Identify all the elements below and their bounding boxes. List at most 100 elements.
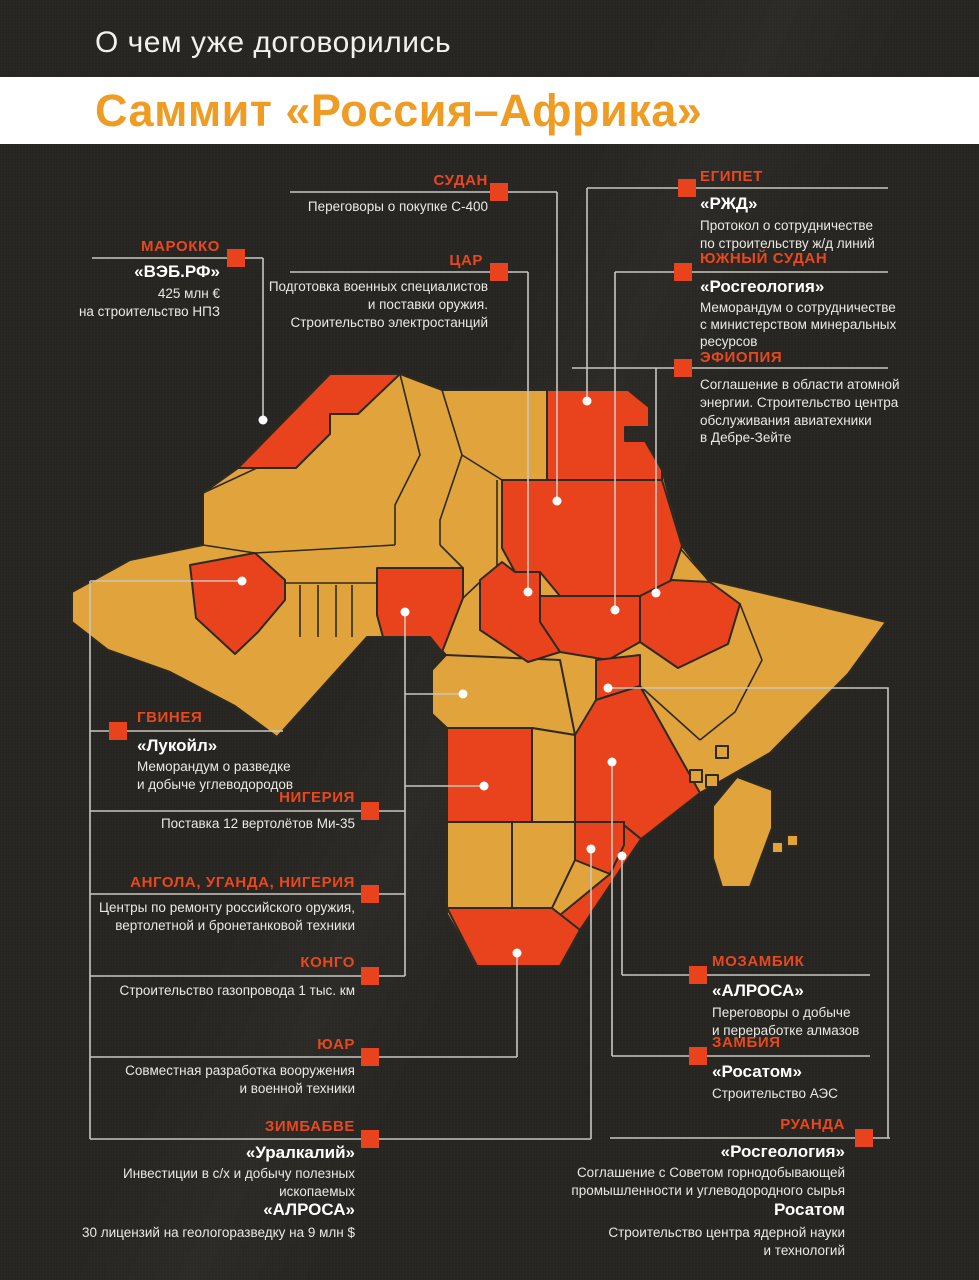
leader-egypt [586, 187, 888, 401]
dot-ethiopia [651, 588, 661, 598]
square-zimbabwe [361, 1130, 379, 1148]
dot-congo [458, 689, 468, 699]
dot-guinea [237, 576, 247, 586]
square-sudan [490, 183, 508, 201]
leader-congo [90, 693, 463, 977]
square-morocco [227, 249, 245, 267]
square-car [490, 263, 508, 281]
callout-egypt-body: Протокол о сотрудничестве по строительст… [700, 218, 875, 251]
callout-south-sudan-company: «Росгеология» [700, 277, 825, 296]
square-mozambique [689, 966, 707, 984]
map-country-south-africa [446, 907, 581, 967]
callout-angola-body: Центры по ремонту российского оружия, ве… [99, 900, 355, 933]
callout-rwanda-company1: «Росгеология» [720, 1142, 845, 1161]
callout-nigeria-country: НИГЕРИЯ [279, 789, 355, 806]
leader-south-africa [90, 953, 518, 1058]
callout-congo-body: Строительство газопровода 1 тыс. км [119, 983, 355, 998]
dot-sudan [552, 496, 562, 506]
callout-zambia-body: Строительство АЭС [712, 1086, 838, 1101]
callout-angola-country: АНГОЛА, УГАНДА, НИГЕРИЯ [130, 874, 355, 891]
callout-zambia-company: «Росатом» [712, 1062, 802, 1081]
dot-zambia [607, 757, 617, 767]
callout-south-africa-country: ЮАР [317, 1036, 355, 1053]
square-ethiopia [674, 359, 692, 377]
dot-nigeria [400, 607, 410, 617]
callout-zimbabwe-body2: 30 лицензий на геологоразведку на 9 млн … [81, 1225, 355, 1240]
callout-guinea-country: ГВИНЕЯ [137, 709, 203, 726]
callout-morocco-body: 425 млн € на строительство НПЗ [78, 286, 220, 319]
leader-zambia [611, 762, 870, 1057]
leader-mozambique [621, 856, 870, 976]
map-country-drc [431, 654, 576, 736]
dot-car [523, 587, 533, 597]
map-country-egypt [546, 389, 663, 481]
leader-car [290, 271, 529, 592]
callout-egypt-company: «РЖД» [700, 194, 758, 213]
map-island-4 [771, 841, 784, 854]
leader-rwanda [608, 687, 890, 1139]
square-south-sudan [674, 263, 692, 281]
map-country-morocco [237, 373, 401, 469]
callout-congo-country: КОНГО [300, 954, 355, 971]
dot-morocco [258, 415, 268, 425]
dot-rwanda [603, 683, 613, 693]
callout-zimbabwe-body1: Инвестиции в с/х и добычу полезных ископ… [122, 1166, 355, 1199]
dot-zimbabwe [586, 844, 596, 854]
dot-egypt [582, 396, 592, 406]
callout-mozambique-company: «АЛРОСА» [712, 981, 804, 1000]
callout-zambia-country: ЗАМБИЯ [712, 1034, 781, 1051]
map-country-ethiopia [639, 579, 741, 669]
square-south-africa [361, 1048, 379, 1066]
map-dots [237, 396, 661, 958]
callout-zimbabwe-country: ЗИМБАБВЕ [264, 1118, 355, 1135]
square-zambia [689, 1047, 707, 1065]
label-squares [109, 179, 873, 1148]
leader-angola [90, 785, 484, 895]
callout-rwanda-body1: Соглашение с Советом горнодобывающей про… [571, 1165, 845, 1198]
leader-lines [89, 187, 890, 1140]
map-island-3 [705, 774, 719, 788]
square-egypt [678, 179, 696, 197]
square-guinea [109, 722, 127, 740]
map-country-namibia [446, 821, 513, 909]
dot-south-africa [512, 948, 522, 958]
callout-nigeria-body: Поставка 12 вертолётов Ми-35 [160, 816, 355, 831]
square-rwanda [855, 1129, 873, 1147]
callout-car-country: ЦАР [449, 252, 483, 269]
callout-sudan-country: СУДАН [433, 172, 488, 189]
map-country-wzambia [531, 727, 576, 823]
map-country-guinea [189, 552, 286, 655]
callout-south-africa-body: Совместная разработка вооружения и военн… [125, 1063, 355, 1096]
leader-ethiopia [572, 367, 888, 593]
dot-south-sudan [610, 605, 620, 615]
callout-sudan-body: Переговоры о покупке С-400 [307, 199, 488, 214]
map-country-botswana [511, 821, 576, 909]
callout-car-body: Подготовка военных специалистов и постав… [268, 279, 488, 330]
leader-south-sudan [614, 271, 888, 610]
callout-guinea-company: «Лукойл» [137, 736, 218, 755]
header-kicker: О чем уже договорились [95, 26, 452, 59]
callout-mozambique-body: Переговоры о добыче и переработке алмазо… [712, 1005, 860, 1038]
callout-rwanda-company2: Росатом [773, 1200, 845, 1219]
leader-nigeria [90, 612, 406, 976]
title-band: Саммит «Россия–Африка» [0, 77, 979, 144]
map-country-nigeria [376, 567, 464, 653]
map-island-1 [715, 745, 729, 759]
callout-south-sudan-country: ЮЖНЫЙ СУДАН [700, 250, 828, 267]
leader-zimbabwe [90, 849, 592, 1140]
callout-guinea-body: Меморандум о разведке и добыче углеводор… [137, 759, 294, 792]
page-title: Саммит «Россия–Африка» [95, 85, 703, 136]
dot-angola [479, 781, 489, 791]
callout-zimbabwe-company2: «АЛРОСА» [263, 1200, 355, 1219]
square-congo [361, 967, 379, 985]
map-country-car [479, 561, 561, 663]
map-country-angola [446, 727, 533, 823]
map-island-madagascar [712, 776, 773, 888]
callout-rwanda-body2: Строительство центра ядерной науки и тех… [608, 1225, 845, 1258]
square-nigeria [361, 802, 379, 820]
callout-rwanda-country: РУАНДА [780, 1116, 845, 1133]
callout-egypt-country: ЕГИПЕТ [700, 168, 763, 185]
dot-mozambique [617, 851, 627, 861]
